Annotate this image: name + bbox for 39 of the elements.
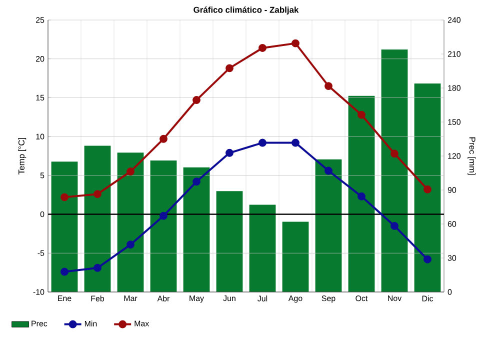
bar [183,167,210,292]
point [258,138,266,147]
point [192,178,200,186]
bar [348,96,375,292]
point [390,150,398,158]
bar [414,83,441,292]
point [324,82,332,90]
point [226,148,234,157]
point [94,264,102,272]
point [126,240,134,249]
point [292,39,300,48]
point [292,138,300,147]
bar [381,49,408,292]
bar [315,159,342,292]
bar [84,146,111,292]
bar [150,160,177,292]
y-axis-title: Temp [°C] [18,138,26,174]
point [126,168,134,176]
point [60,268,68,276]
bar [249,204,276,292]
point [358,110,366,119]
point [160,134,168,143]
point [192,96,200,104]
y2-axis-title: Prec [mm] [468,137,476,175]
point [358,192,366,200]
point [324,166,332,175]
point [424,185,432,194]
point [258,44,266,52]
bar [117,152,144,292]
point [160,212,168,220]
chart-title: Gráfico climático - Zabljak [194,6,299,14]
bar [282,222,309,292]
point [390,222,398,230]
point [60,193,68,202]
point [94,190,102,198]
point [424,255,432,264]
point [226,64,234,72]
bar [216,191,243,292]
bar [51,162,78,292]
